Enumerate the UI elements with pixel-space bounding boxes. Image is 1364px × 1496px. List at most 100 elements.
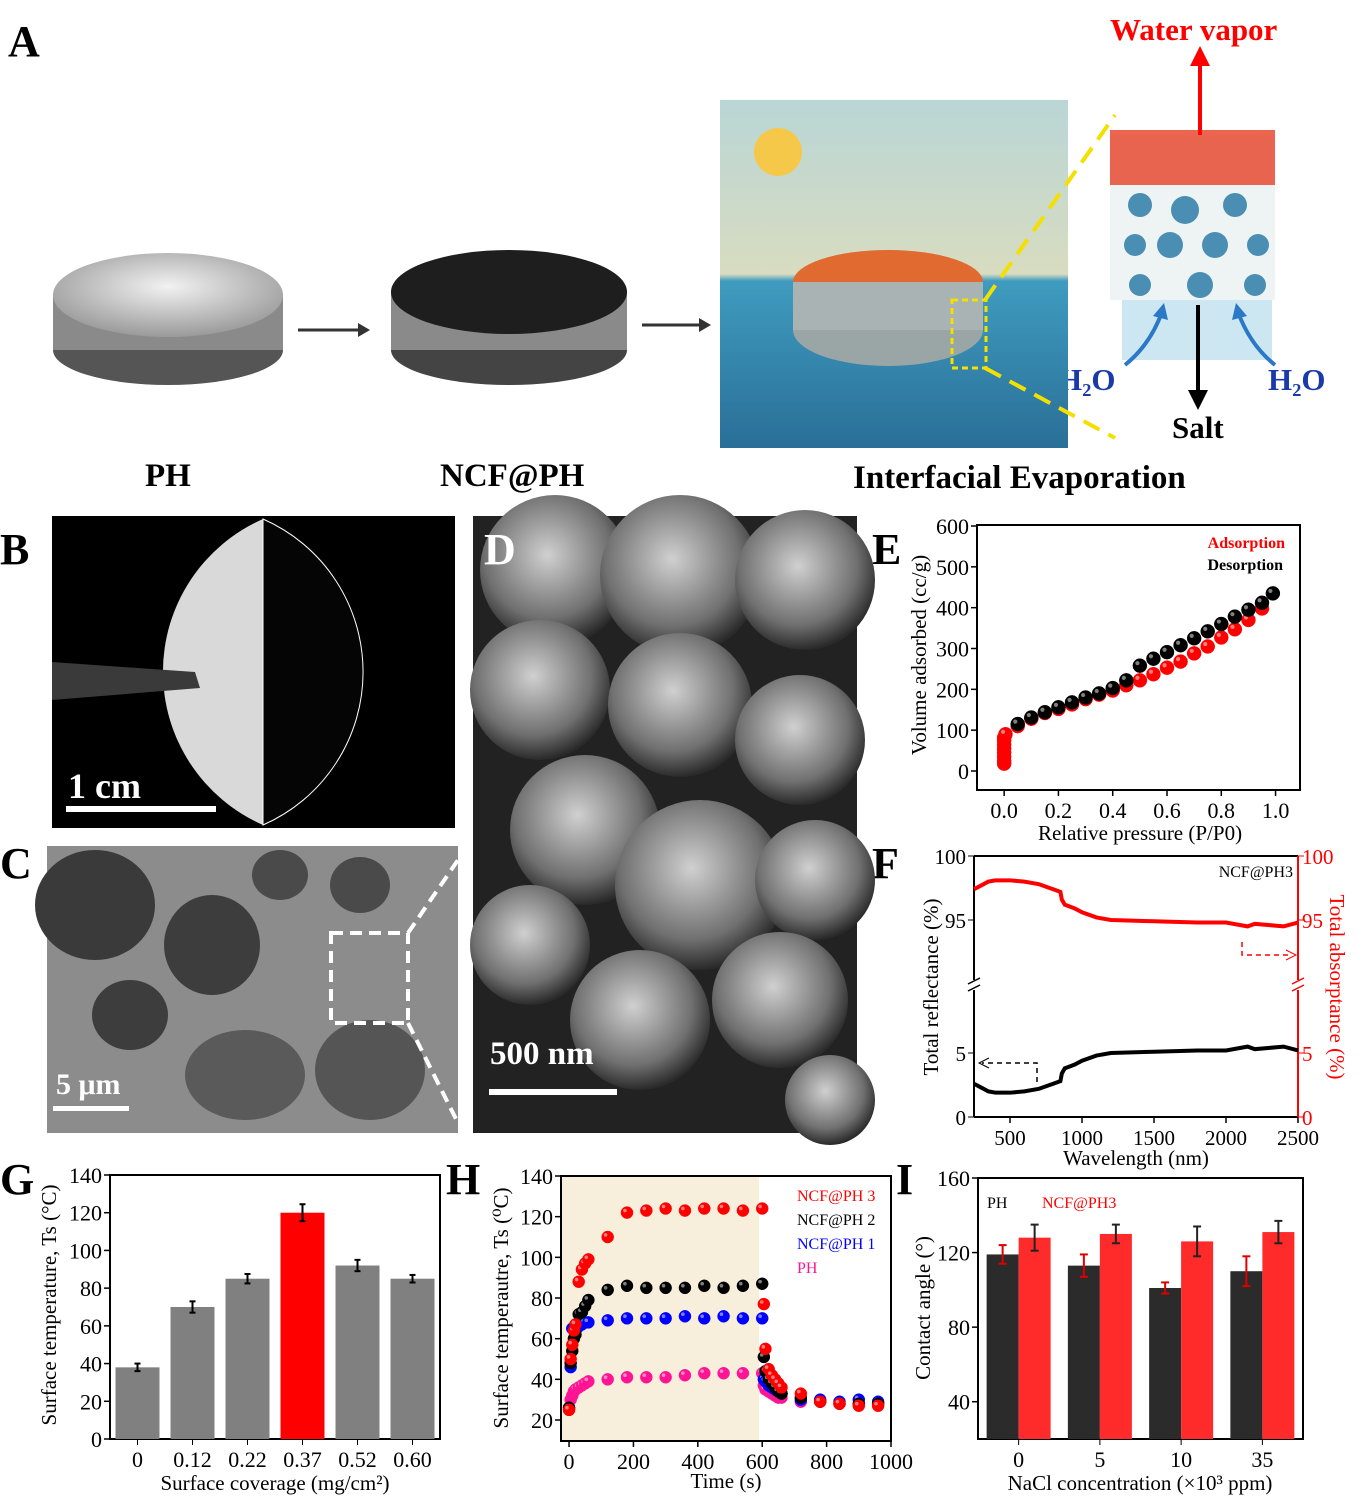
data-point [736, 1204, 750, 1217]
data-point [620, 1279, 634, 1293]
arrow-icon [298, 323, 370, 337]
data-point-adsorption-highlight [1176, 657, 1181, 662]
panel-label-h: H [446, 1155, 481, 1204]
data-point-desorption [1078, 690, 1093, 705]
data-point-highlight [700, 1369, 704, 1373]
x-tick-label: 2500 [1277, 1126, 1319, 1150]
salt-label: Salt [1172, 410, 1224, 445]
panel-label-a: A [8, 17, 40, 66]
legend-item: PH [797, 1260, 818, 1277]
data-point-highlight [681, 1283, 685, 1288]
data-point [659, 1281, 672, 1295]
h2o-left-arrow-icon [1123, 303, 1168, 367]
data-point-highlight [700, 1281, 704, 1286]
data-point [852, 1399, 866, 1413]
data-point [813, 1395, 827, 1408]
bar [170, 1307, 215, 1439]
data-point-desorption-highlight [1053, 702, 1059, 707]
data-point [717, 1366, 730, 1380]
legend-desorption: Desorption [1207, 557, 1283, 574]
data-point-highlight [661, 1283, 666, 1288]
panel-label-i: I [896, 1155, 914, 1204]
data-point [755, 1312, 769, 1325]
legend-item: NCF@PH 2 [797, 1212, 875, 1229]
data-point-adsorption [1173, 654, 1188, 669]
data-point [582, 1293, 595, 1307]
data-point-desorption-highlight [1203, 626, 1208, 632]
y-tick-label: 140 [69, 1163, 102, 1188]
data-point-highlight [623, 1314, 627, 1319]
data-point-desorption-highlight [1268, 588, 1273, 594]
data-point [582, 1316, 595, 1329]
photo-b-sample [52, 516, 455, 828]
y-tick-label-right: 95 [1302, 909, 1323, 933]
scale-bar-label-c: 5 μm [56, 1068, 121, 1101]
panel-label-b: B [0, 525, 30, 574]
y-tick-label: 80 [531, 1286, 553, 1311]
water-vapor-label: Water vapor [1110, 12, 1278, 47]
bar [115, 1367, 160, 1439]
data-point-highlight [739, 1281, 743, 1286]
data-point-highlight [623, 1208, 627, 1213]
data-point [659, 1371, 672, 1384]
bar-ph [1149, 1287, 1182, 1439]
data-point [620, 1312, 634, 1325]
y-axis-label-right: Total absorptance (%) [1325, 894, 1349, 1079]
data-point-adsorption-highlight [1189, 648, 1194, 654]
data-point-highlight [584, 1296, 589, 1300]
y-tick-label: 0 [956, 1106, 967, 1130]
y-tick-label: 0 [91, 1427, 102, 1452]
data-point-highlight [584, 1377, 589, 1382]
caption-ph: PH [145, 458, 191, 494]
data-point-highlight [700, 1204, 704, 1209]
data-point-highlight [571, 1320, 576, 1325]
data-point [678, 1204, 692, 1217]
data-point-desorption-highlight [1108, 683, 1113, 688]
y-tick-label: 60 [531, 1327, 553, 1352]
y-tick-label: 600 [936, 514, 969, 539]
x-tick-label: 0.52 [338, 1447, 377, 1472]
data-point-desorption-highlight [1040, 707, 1045, 712]
data-point [582, 1253, 595, 1266]
data-point [620, 1371, 634, 1384]
dashed-arrow-left [982, 1062, 1038, 1082]
x-tick-label: 1.0 [1262, 798, 1290, 823]
y-tick-label: 500 [936, 555, 969, 580]
data-point-adsorption-highlight [1216, 632, 1221, 638]
data-point-highlight [642, 1206, 647, 1211]
data-point [736, 1312, 750, 1325]
data-point-highlight [661, 1204, 666, 1209]
data-point [569, 1318, 582, 1331]
data-point-desorption [1241, 602, 1256, 617]
data-point [794, 1387, 808, 1400]
legend-item: NCF@PH 1 [797, 1236, 875, 1253]
legend-adsorption: Adsorption [1208, 535, 1285, 552]
data-point-highlight [771, 1375, 775, 1380]
data-point [564, 1352, 577, 1366]
data-point-desorption-highlight [1230, 612, 1235, 617]
evaporator-cross-section [1110, 130, 1275, 360]
data-point-highlight [739, 1206, 743, 1211]
x-axis-label: Time (s) [691, 1469, 762, 1493]
data-point [640, 1312, 653, 1325]
data-point [717, 1281, 730, 1295]
x-tick-label: 0.6 [1153, 798, 1181, 823]
y-tick-label: 120 [520, 1205, 553, 1230]
data-point [601, 1314, 614, 1327]
data-point [736, 1366, 750, 1380]
bar-ncf-ph3 [1099, 1233, 1132, 1439]
y-tick-label: 0 [958, 759, 969, 784]
x-tick-label: 0 [1013, 1447, 1024, 1472]
data-point-desorption [1024, 710, 1039, 725]
data-point-desorption [1265, 586, 1281, 601]
data-point [620, 1206, 634, 1219]
interfacial-evaporation-illustration [720, 100, 1068, 448]
x-tick-label: 0.22 [228, 1447, 267, 1472]
data-point-highlight [700, 1314, 704, 1319]
y-tick-label: 5 [956, 1042, 967, 1066]
data-point-desorption [1200, 624, 1215, 639]
data-point-highlight [719, 1312, 724, 1316]
data-point [698, 1312, 711, 1325]
